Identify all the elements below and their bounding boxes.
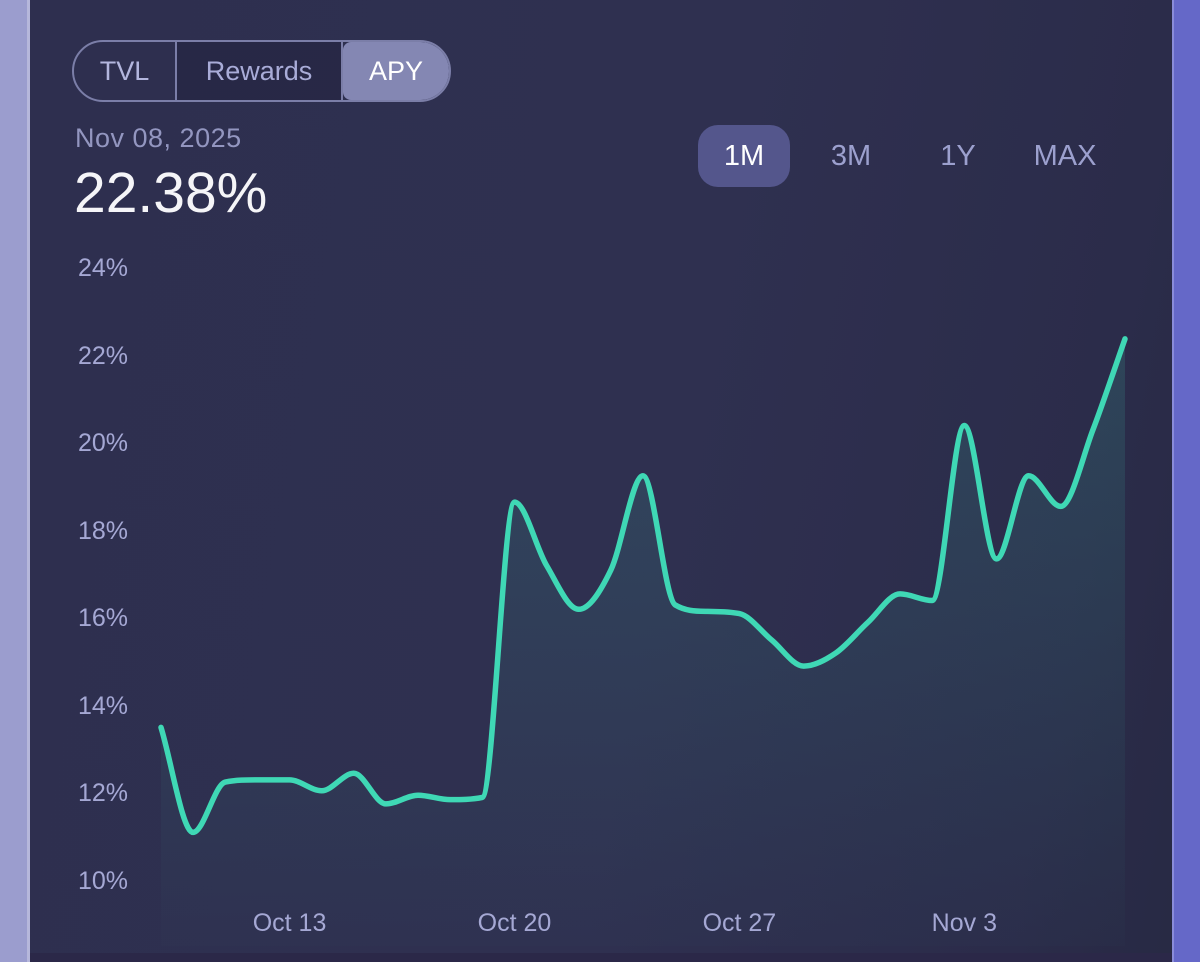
bottom-page-band <box>30 953 1172 962</box>
selected-date: Nov 08, 2025 <box>75 123 242 153</box>
x-axis-label: Oct 27 <box>702 909 777 937</box>
range-selector: 1M 3M 1Y MAX <box>698 125 1111 187</box>
y-axis-label: 12% <box>78 779 129 807</box>
left-page-band <box>0 0 30 962</box>
x-axis-label: Oct 20 <box>477 909 552 937</box>
apy-value: 22.38% <box>74 161 268 225</box>
chart-line <box>158 336 1128 836</box>
tab-tvl[interactable]: TVL <box>74 42 175 100</box>
tab-apy[interactable]: APY <box>343 42 449 100</box>
y-axis-label: 10% <box>78 866 129 895</box>
y-axis-label: 16% <box>78 604 129 632</box>
chart-area-fill <box>161 338 1125 946</box>
y-axis-label: 20% <box>78 429 129 457</box>
y-axis-label: 24% <box>78 254 129 282</box>
y-axis-label: 14% <box>78 691 129 720</box>
right-page-band <box>1172 0 1200 962</box>
range-1y-button[interactable]: 1Y <box>912 125 1004 187</box>
metric-tab-group: TVL Rewards APY <box>72 40 451 102</box>
x-axis-label: Oct 13 <box>252 909 327 937</box>
y-axis-label: 22% <box>78 341 129 370</box>
range-max-button[interactable]: MAX <box>1019 125 1111 187</box>
x-axis-label: Nov 3 <box>931 909 997 937</box>
tab-rewards[interactable]: Rewards <box>175 42 343 100</box>
range-3m-button[interactable]: 3M <box>805 125 897 187</box>
y-axis-label: 18% <box>78 516 129 545</box>
range-1m-button[interactable]: 1M <box>698 125 790 187</box>
